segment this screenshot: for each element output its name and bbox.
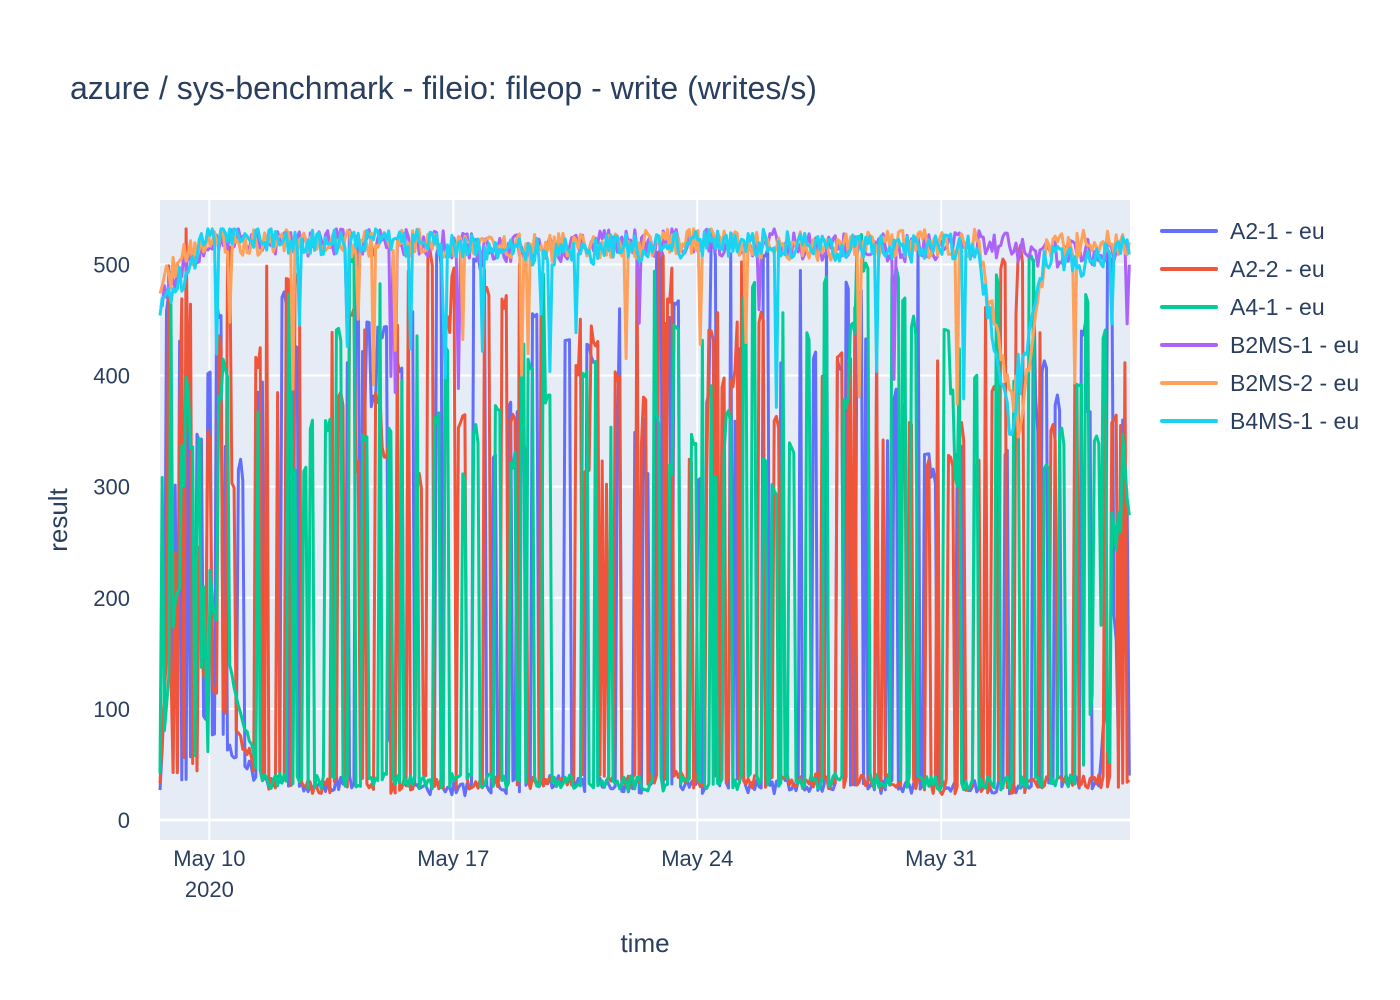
y-axis-title: result xyxy=(43,487,73,551)
legend-item[interactable]: B2MS-1 - eu xyxy=(1160,326,1359,364)
legend-label: A2-1 - eu xyxy=(1230,217,1325,244)
x-tick-label: May 24 xyxy=(661,846,733,871)
legend-item[interactable]: A2-1 - eu xyxy=(1160,212,1359,250)
legend-swatch xyxy=(1160,305,1218,309)
legend-swatch xyxy=(1160,343,1218,347)
legend-item[interactable]: A4-1 - eu xyxy=(1160,288,1359,326)
series-layer xyxy=(158,227,1131,798)
legend-label: B2MS-2 - eu xyxy=(1230,369,1360,396)
y-tick-label: 100 xyxy=(93,697,130,722)
legend-swatch xyxy=(1160,267,1218,271)
y-tick-label: 0 xyxy=(118,808,130,833)
series-line-a4-1-eu[interactable] xyxy=(158,233,1131,793)
chart-title: azure / sys-benchmark - fileio: fileop -… xyxy=(70,70,817,106)
legend-label: B2MS-1 - eu xyxy=(1230,331,1360,358)
y-axis-ticks: 0 100 200 300 400 500 xyxy=(93,252,130,833)
legend-item[interactable]: B2MS-2 - eu xyxy=(1160,364,1359,402)
x-tick-label: May 17 xyxy=(417,846,489,871)
series-line-b4ms-1-eu[interactable] xyxy=(158,227,1131,436)
legend-label: A4-1 - eu xyxy=(1230,293,1325,320)
legend-item[interactable]: A2-2 - eu xyxy=(1160,250,1359,288)
x-tick-label: May 31 xyxy=(905,846,977,871)
x-axis-ticks: May 10 2020 May 17 May 24 May 31 xyxy=(173,846,977,902)
legend-label: B4MS-1 - eu xyxy=(1230,407,1360,434)
x-axis-title: time xyxy=(620,928,669,958)
legend-item[interactable]: B4MS-1 - eu xyxy=(1160,402,1359,440)
legend-swatch xyxy=(1160,381,1218,385)
y-tick-label: 400 xyxy=(93,364,130,389)
y-tick-label: 500 xyxy=(93,252,130,277)
legend-swatch xyxy=(1160,229,1218,233)
legend: A2-1 - eu A2-2 - eu A4-1 - eu B2MS-1 - eu B2… xyxy=(1160,212,1359,440)
y-tick-label: 200 xyxy=(93,586,130,611)
x-tick-sublabel: 2020 xyxy=(185,877,234,902)
legend-swatch xyxy=(1160,419,1218,423)
x-tick-label: May 10 xyxy=(173,846,245,871)
y-tick-label: 300 xyxy=(93,475,130,500)
legend-label: A2-2 - eu xyxy=(1230,255,1325,282)
